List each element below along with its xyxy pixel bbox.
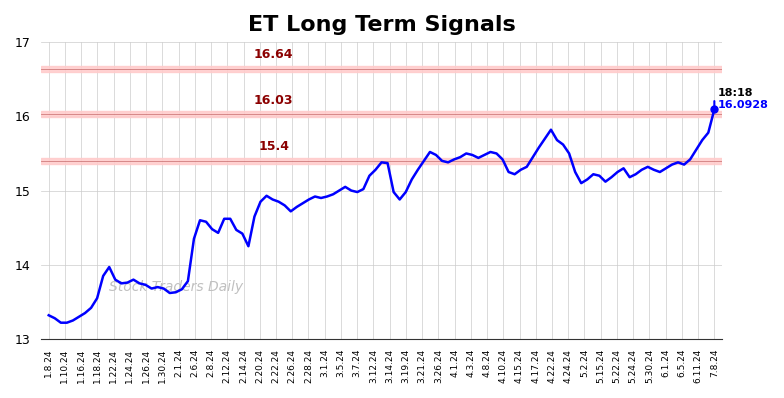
Bar: [41, 111, 723, 117]
Bar: [41, 66, 723, 72]
Text: 16.03: 16.03: [254, 94, 293, 107]
Text: Stock Traders Daily: Stock Traders Daily: [109, 281, 243, 295]
Text: 16.0928: 16.0928: [717, 100, 768, 110]
Bar: [41, 158, 723, 164]
Text: 16.64: 16.64: [254, 49, 293, 61]
Title: ET Long Term Signals: ET Long Term Signals: [248, 15, 515, 35]
Text: 18:18: 18:18: [717, 88, 753, 98]
Text: 15.4: 15.4: [258, 140, 289, 154]
